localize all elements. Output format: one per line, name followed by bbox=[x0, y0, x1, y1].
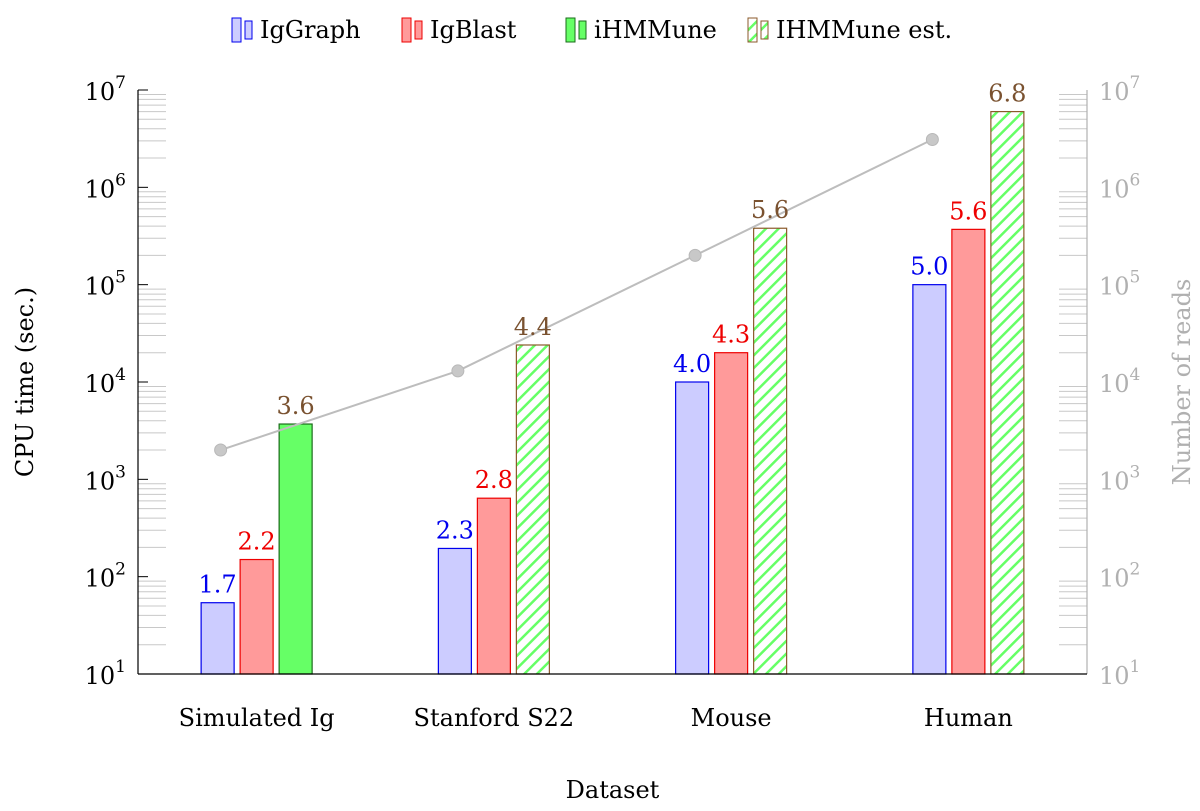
legend-label: IgGraph bbox=[260, 16, 361, 44]
bar-iggraph-human bbox=[912, 284, 947, 675]
bar-value-label: 2.3 bbox=[436, 516, 474, 544]
minor-gridlines bbox=[138, 93, 1087, 646]
x-tick-label: Human bbox=[924, 704, 1013, 732]
bar-value-label: 2.2 bbox=[238, 528, 276, 556]
legend-label: IHMMune est. bbox=[776, 16, 952, 44]
legend-swatch bbox=[565, 17, 576, 43]
x-tick-label: Mouse bbox=[691, 704, 772, 732]
y2-tick-label: 102 bbox=[1099, 560, 1140, 593]
legend-swatch bbox=[760, 20, 769, 40]
legend-swatch bbox=[414, 20, 423, 40]
y-axis-title: CPU time (sec.) bbox=[11, 287, 39, 477]
reads-line bbox=[214, 133, 939, 457]
bar-value-label: 4.0 bbox=[673, 350, 711, 378]
bar-igblast-simulated-ig bbox=[239, 558, 274, 675]
bar-igblast-human bbox=[951, 228, 986, 675]
y2-tick-label: 101 bbox=[1099, 657, 1140, 690]
legend-swatch bbox=[244, 20, 253, 40]
bar-ihmmune-simulated-ig bbox=[278, 423, 313, 675]
bar-value-label: 6.8 bbox=[988, 80, 1026, 108]
bar-iggraph-mouse bbox=[675, 381, 710, 675]
legend-label: iHMMune bbox=[594, 16, 717, 44]
bars bbox=[200, 110, 1025, 675]
bar-value-label: 1.7 bbox=[199, 571, 237, 599]
bar-value-label: 5.0 bbox=[910, 253, 948, 281]
bar-value-label: 5.6 bbox=[751, 196, 789, 224]
legend: IgGraph IgBlast iHMMune IHMMune est. bbox=[231, 16, 952, 44]
bar-ihmmune-est--stanford-s22 bbox=[515, 344, 550, 675]
y-tick-label: 106 bbox=[85, 170, 126, 203]
legend-swatch bbox=[578, 20, 587, 40]
y2-tick-label: 106 bbox=[1099, 170, 1140, 203]
bar-value-label: 2.8 bbox=[475, 466, 513, 494]
bar-ihmmune-est--mouse bbox=[753, 227, 788, 675]
y-tick-label: 101 bbox=[85, 657, 126, 690]
reads-point bbox=[688, 248, 702, 262]
y2-tick-label: 107 bbox=[1099, 73, 1140, 106]
bar-igblast-mouse bbox=[714, 352, 749, 675]
x-tick-label: Stanford S22 bbox=[414, 704, 575, 732]
bar-igblast-stanford-s22 bbox=[476, 497, 511, 675]
bar-iggraph-simulated-ig bbox=[200, 602, 235, 675]
y2-axis-title: Number of reads bbox=[1168, 279, 1196, 486]
y2-tick-label: 103 bbox=[1099, 462, 1140, 495]
value-labels: 1.72.23.62.32.84.44.04.35.65.05.66.8 bbox=[199, 80, 1027, 599]
reads-polyline bbox=[220, 138, 933, 451]
legend-label: IgBlast bbox=[430, 16, 517, 44]
y-tick-label: 105 bbox=[85, 268, 126, 301]
legend-swatch bbox=[747, 17, 758, 43]
y2-tick-label: 104 bbox=[1099, 365, 1140, 398]
y-tick-label: 104 bbox=[85, 365, 126, 398]
x-axis-title: Dataset bbox=[566, 776, 660, 804]
reads-point bbox=[451, 364, 465, 378]
legend-swatch bbox=[231, 17, 242, 43]
y-tick-label: 103 bbox=[85, 462, 126, 495]
x-tick-label: Simulated Ig bbox=[179, 704, 335, 732]
bar-value-label: 5.6 bbox=[949, 197, 987, 225]
bar-ihmmune-est--human bbox=[990, 110, 1025, 675]
bar-value-label: 4.3 bbox=[712, 321, 750, 349]
reads-point bbox=[925, 133, 939, 147]
y-tick-label: 107 bbox=[85, 73, 126, 106]
bar-value-label: 3.6 bbox=[277, 392, 315, 420]
y2-tick-label: 105 bbox=[1099, 268, 1140, 301]
reads-point bbox=[214, 443, 228, 457]
y-tick-label: 102 bbox=[85, 560, 126, 593]
bar-value-label: 4.4 bbox=[514, 313, 552, 341]
legend-swatch bbox=[401, 17, 412, 43]
bar-iggraph-stanford-s22 bbox=[437, 547, 472, 675]
